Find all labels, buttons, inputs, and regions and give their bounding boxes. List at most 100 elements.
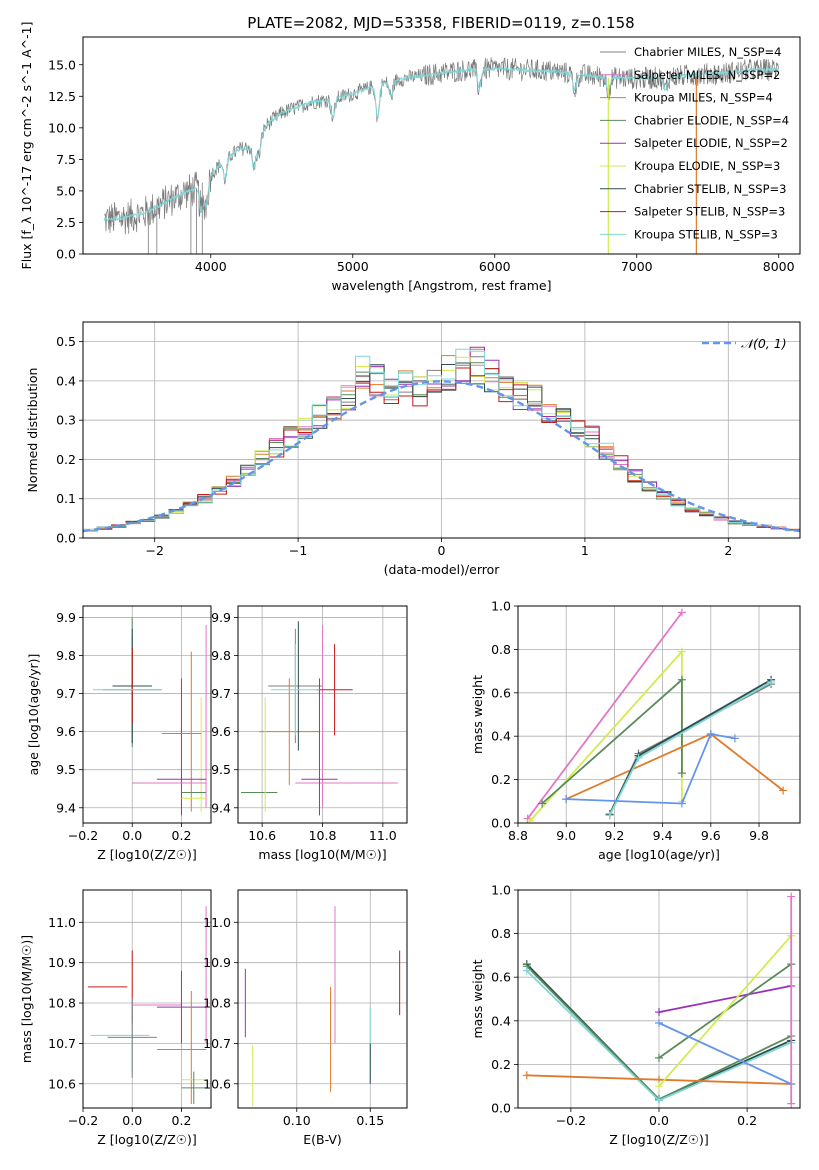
y-tick-label: 9.9 <box>56 610 76 625</box>
x-axis-label: mass [log10(M/M☉)] <box>258 847 386 862</box>
weight-series <box>605 675 776 819</box>
axes-frame <box>82 36 801 255</box>
y-tick-label: 10.9 <box>48 955 76 970</box>
weight-point-marker <box>522 966 531 975</box>
weight-point-marker <box>706 730 715 739</box>
x-axis-label: Z [log10(Z/Z☉)] <box>609 1132 709 1147</box>
x-tick-label: 9.2 <box>604 828 624 843</box>
axes-frame <box>517 605 801 824</box>
weight-series <box>538 675 686 808</box>
weight-point-marker <box>522 1071 531 1080</box>
legend-entry-label: Salpeter ELODIE, N_SSP=2 <box>634 136 788 150</box>
residual-histogram-panel: −2 −1 0 1 2 0.0 0.1 0.2 0.3 0.4 0.5 (data-model)/er… <box>25 321 801 577</box>
errorbar-plot-area <box>244 906 401 1106</box>
y-tick-label: 0.8 <box>491 926 511 941</box>
figure-title: PLATE=2082, MJD=53358, FIBERID=0119, z=0… <box>247 14 634 32</box>
errorbar-point <box>271 644 320 736</box>
weight-point-marker <box>655 1053 663 1062</box>
x-tick-label: 7000 <box>621 259 653 274</box>
x-axis-label: wavelength [Angstrom, rest frame] <box>331 278 551 293</box>
weight-point-marker <box>634 753 643 762</box>
weight-point-marker <box>655 1096 663 1105</box>
y-tick-label: 0.0 <box>491 816 511 831</box>
y-tick-label: 10.8 <box>203 996 231 1011</box>
x-tick-label: 0.2 <box>172 828 192 843</box>
weight-point-marker <box>526 816 535 823</box>
histogram-plot-area <box>83 346 800 538</box>
weight-series <box>523 608 686 823</box>
weight-point-marker <box>779 786 788 795</box>
y-tick-label: 1.0 <box>491 883 511 898</box>
y-tick-label: 0.5 <box>56 334 76 349</box>
y-axis-label: Flux [f_λ 10^-17 erg cm^-2 s^-1 A^-1] <box>19 22 34 270</box>
weight-series-line <box>658 985 792 1013</box>
model-spectrum-line <box>103 66 779 222</box>
x-tick-label: 9.6 <box>701 828 721 843</box>
x-tick-label: 0.0 <box>122 1113 142 1128</box>
y-tick-label: 0.2 <box>491 1057 511 1072</box>
legend-entry-label: Chabrier ELODIE, N_SSP=4 <box>634 113 789 127</box>
weight-point-marker <box>787 1099 796 1108</box>
x-tick-label: 9.4 <box>653 828 673 843</box>
legend-entry-label: Salpeter MILES, N_SSP=2 <box>634 68 780 82</box>
weight-point-marker <box>677 647 686 656</box>
x-tick-label: 11.0 <box>369 828 397 843</box>
y-tick-label: 9.4 <box>56 800 76 815</box>
histogram-legend: 𝒩(0, 1) <box>702 336 787 351</box>
x-tick-label: 10.6 <box>248 828 276 843</box>
y-tick-label: 5.0 <box>56 183 76 198</box>
axes-frame <box>82 321 801 539</box>
spectrum-plot-area <box>103 57 779 254</box>
x-tick-label: 0.0 <box>122 828 142 843</box>
weight-series <box>787 892 796 1108</box>
weight-series-line <box>608 679 772 815</box>
weight-point-marker <box>655 1082 663 1091</box>
x-tick-label: 0.10 <box>283 1113 311 1128</box>
axes-frame <box>82 889 212 1109</box>
age-vs-metallicity-panel: −0.2 0.0 0.2 9.4 9.5 9.6 9.7 9.8 9.9 Z [log10(Z/Z… <box>26 605 212 862</box>
weight-point-marker <box>538 799 547 808</box>
observed-spectrum-line <box>104 57 779 235</box>
y-tick-label: 0.4 <box>491 1013 511 1028</box>
x-tick-label: 5000 <box>337 259 369 274</box>
weight-point-marker <box>562 795 571 804</box>
weight-point-marker <box>655 1008 663 1017</box>
y-axis-label: age [log10(age/yr)] <box>26 654 41 776</box>
y-tick-label: 0.4 <box>56 373 76 388</box>
y-tick-label: 9.8 <box>211 648 231 663</box>
legend-entry-label: Salpeter STELIB, N_SSP=3 <box>634 205 785 219</box>
mass-weight-vs-metallicity-panel: −0.2 0.0 0.2 0.0 0.2 0.4 0.6 0.8 1.0 Z [log10(Z/Z… <box>470 883 801 1147</box>
y-tick-label: 0.8 <box>491 642 511 657</box>
y-tick-label: 9.5 <box>56 762 76 777</box>
x-axis-label: age [log10(age/yr)] <box>598 847 720 862</box>
errorbar-point <box>316 644 353 736</box>
legend-entry-label: Kroupa ELODIE, N_SSP=3 <box>634 159 780 173</box>
errorbar-plot-area <box>241 621 398 816</box>
y-tick-label: 2.5 <box>56 215 76 230</box>
weight-plot-area <box>523 608 788 823</box>
errorbar-point <box>259 678 320 785</box>
spectrum-legend: Chabrier MILES, N_SSP=4 Salpeter MILES, N… <box>600 45 789 241</box>
weight-series <box>605 680 776 819</box>
mass-weight-vs-age-panel: 8.8 9.0 9.2 9.4 9.6 9.8 0.0 0.2 0.4 0.6 0.8 1.0 age … <box>470 599 801 862</box>
errorbar-plot-area <box>87 906 207 1104</box>
legend-entry-label: Kroupa STELIB, N_SSP=3 <box>634 227 778 241</box>
weight-series-line <box>658 935 792 1087</box>
weight-series <box>655 1018 796 1089</box>
x-tick-label: 0.2 <box>737 1113 757 1128</box>
x-tick-label: −2 <box>145 543 163 558</box>
y-tick-label: 10.6 <box>48 1076 76 1091</box>
x-tick-label: −0.2 <box>68 1113 98 1128</box>
y-axis-label: mass weight <box>470 675 485 754</box>
normal-distribution-curve <box>83 380 800 533</box>
mass-vs-extinction-panel: 0.10 0.15 10.6 10.7 10.8 10.9 11.0 E(B-V) <box>203 889 408 1147</box>
legend-entry-label: Chabrier STELIB, N_SSP=3 <box>634 182 786 196</box>
x-axis-label: (data-model)/error <box>384 562 501 577</box>
y-axis-label: mass [log10(M/M☉)] <box>19 935 34 1063</box>
y-tick-label: 10.8 <box>48 996 76 1011</box>
y-tick-label: 10.9 <box>203 955 231 970</box>
y-tick-label: 15.0 <box>48 57 76 72</box>
weight-series-line <box>566 732 736 805</box>
y-tick-label: 0.6 <box>491 685 511 700</box>
